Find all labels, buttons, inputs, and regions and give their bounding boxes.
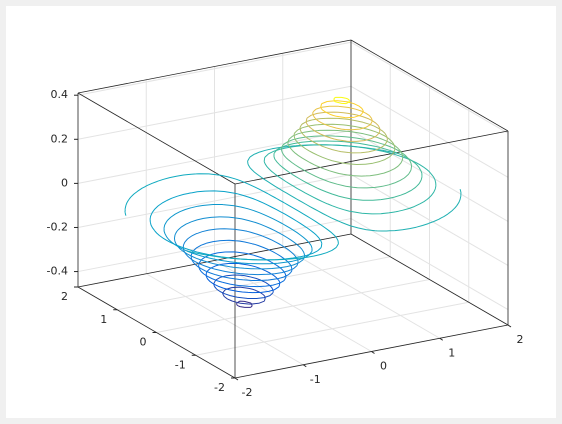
contour-line: [163, 204, 313, 265]
box-edge: [77, 233, 352, 288]
box-edge: [234, 130, 509, 185]
contour-line: [263, 144, 437, 215]
grid-line: [77, 173, 352, 228]
grid-line: [117, 256, 391, 311]
x-tick-label: 0: [380, 360, 387, 373]
grid-line: [77, 129, 352, 184]
tick-mark: [234, 377, 239, 381]
grid-line: [350, 85, 509, 178]
y-tick-label: 2: [61, 290, 68, 303]
grid-line: [350, 174, 509, 266]
y-tick-label: 0: [140, 336, 147, 349]
tick-mark: [507, 324, 512, 328]
contour-line: [280, 135, 412, 189]
x-tick-label: -2: [242, 386, 253, 399]
contour-line: [312, 105, 373, 131]
x-tick-label: 1: [448, 346, 455, 359]
y-tick-label: 1: [100, 313, 107, 326]
z-tick-label: 0: [61, 176, 68, 189]
box-edge: [77, 92, 236, 185]
grid-line: [350, 218, 509, 311]
contour-line: [299, 117, 388, 154]
grid-line: [77, 41, 352, 96]
contour-line: [124, 173, 339, 261]
box-edge: [77, 39, 352, 94]
contour-line: [305, 111, 381, 142]
x-tick-label: 2: [517, 333, 524, 346]
tick-mark: [439, 337, 444, 341]
y-tick-label: -2: [214, 381, 225, 394]
contour-line: [190, 239, 293, 281]
box-edge: [350, 233, 509, 326]
tick-mark: [302, 364, 307, 368]
z-tick-label: 0.4: [51, 88, 69, 101]
grid-line: [156, 279, 430, 333]
contour-line: [293, 123, 396, 165]
x-tick-label: -1: [310, 373, 321, 386]
z-tick-label: -0.4: [47, 265, 68, 278]
tick-mark: [371, 351, 375, 354]
z-tick-label: 0.2: [51, 132, 69, 145]
y-tick-label: -1: [175, 358, 186, 371]
contour-line: [333, 96, 350, 105]
grid-line: [77, 85, 352, 140]
grid-line: [195, 301, 469, 356]
grid-line: [350, 129, 509, 222]
contour-line: [273, 140, 423, 201]
contour-line: [320, 100, 364, 119]
grid-line: [350, 41, 509, 134]
box-edge: [350, 39, 509, 132]
contour-line: [213, 274, 274, 299]
z-tick-label: -0.2: [47, 220, 68, 233]
